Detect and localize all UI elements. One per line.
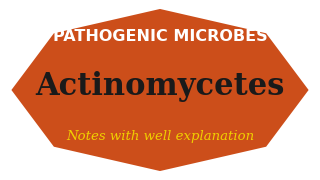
Text: Notes with well explanation: Notes with well explanation: [66, 130, 254, 143]
Text: Actinomycetes: Actinomycetes: [35, 71, 285, 102]
Polygon shape: [7, 5, 313, 175]
Text: PATHOGENIC MICROBES: PATHOGENIC MICROBES: [53, 28, 267, 44]
